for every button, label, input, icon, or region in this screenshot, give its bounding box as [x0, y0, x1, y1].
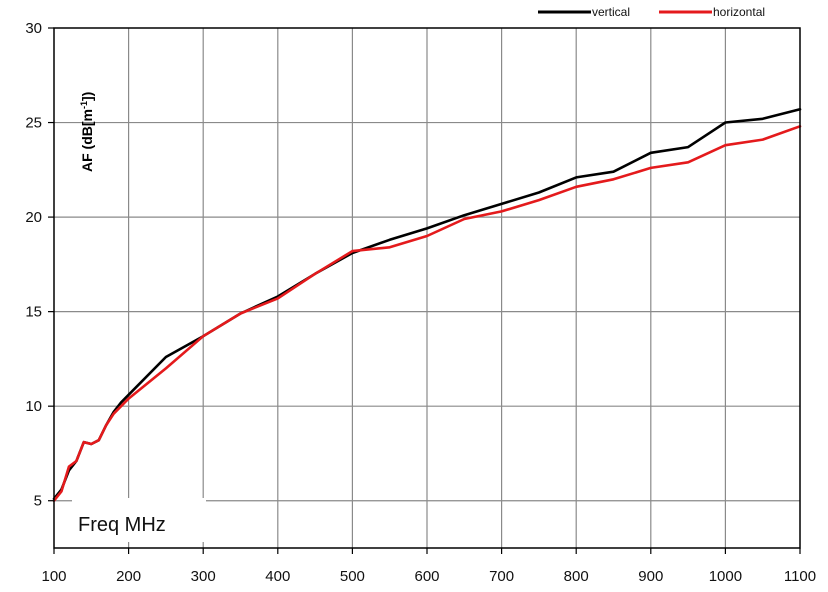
y-axis-label: AF (dB[m-1])	[79, 92, 95, 172]
y-tick-label: 15	[25, 304, 42, 321]
x-tick-label: 300	[191, 568, 216, 585]
x-tick-label: 400	[265, 568, 290, 585]
x-tick-label: 100	[41, 568, 66, 585]
y-axis-label-superscript: -1	[79, 101, 89, 109]
x-tick-label: 1000	[709, 568, 742, 585]
y-axis-label-base: AF (dB[m	[79, 109, 95, 172]
y-axis-label-end: ])	[79, 92, 95, 101]
x-tick-label: 1100	[784, 568, 816, 585]
x-tick-label: 800	[564, 568, 589, 585]
y-tick-label: 20	[25, 209, 42, 226]
y-tick-label: 25	[25, 115, 42, 132]
x-tick-label: 600	[414, 568, 439, 585]
x-tick-label: 500	[340, 568, 365, 585]
legend-label-horizontal: horizontal	[713, 5, 765, 19]
x-axis-label-box	[72, 498, 206, 542]
y-tick-label: 10	[25, 398, 42, 415]
axis-ticks: 100 200 300 400 500 600 700 800 900 1000 1100 5 10 15…	[25, 20, 816, 585]
legend-label-vertical: vertical	[592, 5, 630, 19]
x-axis-label: Freq MHz	[78, 514, 166, 536]
x-tick-label: 200	[116, 568, 141, 585]
x-tick-label: 700	[489, 568, 514, 585]
y-tick-label: 5	[34, 493, 42, 510]
y-tick-label: 30	[25, 20, 42, 37]
legend: vertical horizontal	[538, 5, 765, 19]
series-line-horizontal	[52, 125, 802, 503]
grid	[54, 28, 800, 548]
x-tick-label: 900	[638, 568, 663, 585]
series-layer	[52, 108, 802, 503]
